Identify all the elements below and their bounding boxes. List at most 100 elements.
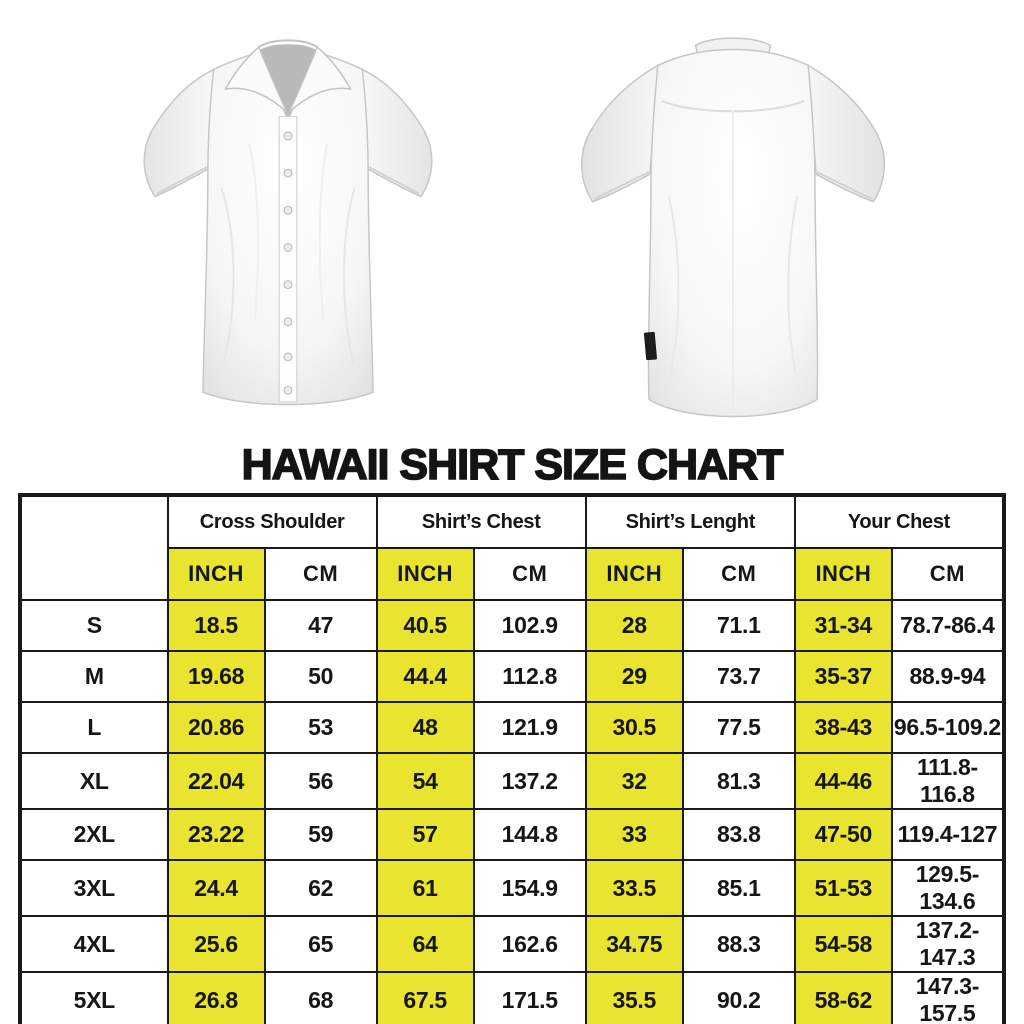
unit-header-inch: INCH [375, 547, 475, 601]
shirts-lenght-cm: 88.3 [681, 915, 796, 973]
unit-header-cm: CM [263, 547, 378, 601]
size-label: 5XL [19, 971, 169, 1024]
size-label: S [19, 599, 169, 652]
your-chest-cm: 78.7-86.4 [890, 599, 1006, 652]
shirts-chest-inch: 40.5 [375, 599, 475, 652]
unit-header-inch: INCH [793, 547, 893, 601]
cross-shoulder-cm: 65 [263, 915, 378, 973]
table-row-2xl: 2XL 23.22 59 57 144.8 33 83.8 47-50 119.… [19, 808, 1006, 861]
cross-shoulder-cm: 50 [263, 650, 378, 703]
shirts-chest-inch: 44.4 [375, 650, 475, 703]
shirts-chest-cm: 144.8 [472, 808, 587, 861]
cross-shoulder-cm: 68 [263, 971, 378, 1024]
shirts-chest-inch: 48 [375, 701, 475, 754]
your-chest-cm: 88.9-94 [890, 650, 1006, 703]
shirts-chest-cm: 102.9 [472, 599, 587, 652]
shirts-chest-inch: 57 [375, 808, 475, 861]
shirts-lenght-inch: 32 [584, 752, 684, 810]
your-chest-inch: 31-34 [793, 599, 893, 652]
cross-shoulder-inch: 19.68 [166, 650, 266, 703]
table-row-m: M 19.68 50 44.4 112.8 29 73.7 35-37 88.9… [19, 650, 1006, 703]
shirts-chest-cm: 137.2 [472, 752, 587, 810]
cross-shoulder-inch: 25.6 [166, 915, 266, 973]
cross-shoulder-cm: 53 [263, 701, 378, 754]
shirts-lenght-inch: 34.75 [584, 915, 684, 973]
your-chest-cm: 111.8-116.8 [890, 752, 1006, 810]
size-label: 4XL [19, 915, 169, 973]
group-header-shirts-chest: Shirt’s Chest [375, 494, 587, 549]
cross-shoulder-inch: 20.86 [166, 701, 266, 754]
hero-section [0, 0, 1024, 440]
cross-shoulder-inch: 23.22 [166, 808, 266, 861]
table-row-l: L 20.86 53 48 121.9 30.5 77.5 38-43 96.5… [19, 701, 1006, 754]
cross-shoulder-inch: 24.4 [166, 859, 266, 917]
unit-header-cm: CM [681, 547, 796, 601]
shirts-lenght-inch: 29 [584, 650, 684, 703]
unit-header-row: INCH CM INCH CM INCH CM INCH CM [20, 547, 1006, 601]
shirts-chest-cm: 154.9 [472, 859, 587, 917]
shirts-chest-inch: 61 [375, 859, 475, 917]
shirts-chest-inch: 54 [375, 752, 475, 810]
your-chest-cm: 147.3-157.5 [890, 971, 1006, 1024]
table-row-4xl: 4XL 25.6 65 64 162.6 34.75 88.3 54-58 13… [19, 915, 1006, 973]
group-header-cross-shoulder: Cross Shoulder [166, 494, 378, 549]
cross-shoulder-cm: 47 [263, 599, 378, 652]
size-label: L [19, 701, 169, 754]
page-title: HAWAII SHIRT SIZE CHART [241, 440, 784, 490]
shirts-lenght-cm: 81.3 [681, 752, 796, 810]
shirts-lenght-cm: 73.7 [681, 650, 796, 703]
your-chest-inch: 44-46 [793, 752, 893, 810]
your-chest-inch: 51-53 [793, 859, 893, 917]
size-label: M [19, 650, 169, 703]
table-row-xl: XL 22.04 56 54 137.2 32 81.3 44-46 111.8… [19, 752, 1006, 810]
shirts-chest-inch: 67.5 [375, 971, 475, 1024]
shirts-lenght-cm: 90.2 [681, 971, 796, 1024]
cross-shoulder-inch: 22.04 [166, 752, 266, 810]
your-chest-inch: 38-43 [793, 701, 893, 754]
shirts-lenght-inch: 33.5 [584, 859, 684, 917]
column-group-header-row: Cross Shoulder Shirt’s Chest Shirt’s Len… [19, 494, 1006, 601]
your-chest-cm: 137.2-147.3 [890, 915, 1006, 973]
unit-header-inch: INCH [166, 547, 266, 601]
shirts-lenght-inch: 30.5 [584, 701, 684, 754]
table-row-s: S 18.5 47 40.5 102.9 28 71.1 31-34 78.7-… [19, 599, 1006, 652]
shirts-lenght-inch: 33 [584, 808, 684, 861]
shirts-lenght-inch: 28 [584, 599, 684, 652]
your-chest-inch: 54-58 [793, 915, 893, 973]
unit-header-cm: CM [472, 547, 587, 601]
table-row-5xl: 5XL 26.8 68 67.5 171.5 35.5 90.2 58-62 1… [19, 971, 1006, 1024]
size-label: 2XL [19, 808, 169, 861]
your-chest-cm: 119.4-127 [890, 808, 1006, 861]
shirts-chest-cm: 171.5 [472, 971, 587, 1024]
shirt-front-image [143, 39, 433, 406]
shirt-back-image [580, 37, 886, 418]
unit-header-inch: INCH [584, 547, 684, 601]
shirts-chest-cm: 112.8 [472, 650, 587, 703]
unit-header-cm: CM [890, 547, 1006, 601]
cross-shoulder-inch: 18.5 [166, 599, 266, 652]
shirts-lenght-inch: 35.5 [584, 971, 684, 1024]
cross-shoulder-inch: 26.8 [166, 971, 266, 1024]
shirts-lenght-cm: 77.5 [681, 701, 796, 754]
group-header-shirts-lenght: Shirt’s Lenght [584, 494, 796, 549]
size-label: XL [19, 752, 169, 810]
size-chart-table: Cross Shoulder Shirt’s Chest Shirt’s Len… [18, 493, 1006, 1024]
shirts-chest-cm: 121.9 [472, 701, 587, 754]
your-chest-inch: 58-62 [793, 971, 893, 1024]
your-chest-inch: 47-50 [793, 808, 893, 861]
cross-shoulder-cm: 62 [263, 859, 378, 917]
cross-shoulder-cm: 56 [263, 752, 378, 810]
group-header-your-chest: Your Chest [793, 494, 1006, 549]
size-label: 3XL [19, 859, 169, 917]
your-chest-inch: 35-37 [793, 650, 893, 703]
shirts-lenght-cm: 85.1 [681, 859, 796, 917]
shirts-chest-inch: 64 [375, 915, 475, 973]
shirts-lenght-cm: 83.8 [681, 808, 796, 861]
shirts-chest-cm: 162.6 [472, 915, 587, 973]
cross-shoulder-cm: 59 [263, 808, 378, 861]
table-row-3xl: 3XL 24.4 62 61 154.9 33.5 85.1 51-53 129… [19, 859, 1006, 917]
your-chest-cm: 129.5-134.6 [890, 859, 1006, 917]
size-column-corner-cell [19, 494, 169, 601]
shirts-lenght-cm: 71.1 [681, 599, 796, 652]
